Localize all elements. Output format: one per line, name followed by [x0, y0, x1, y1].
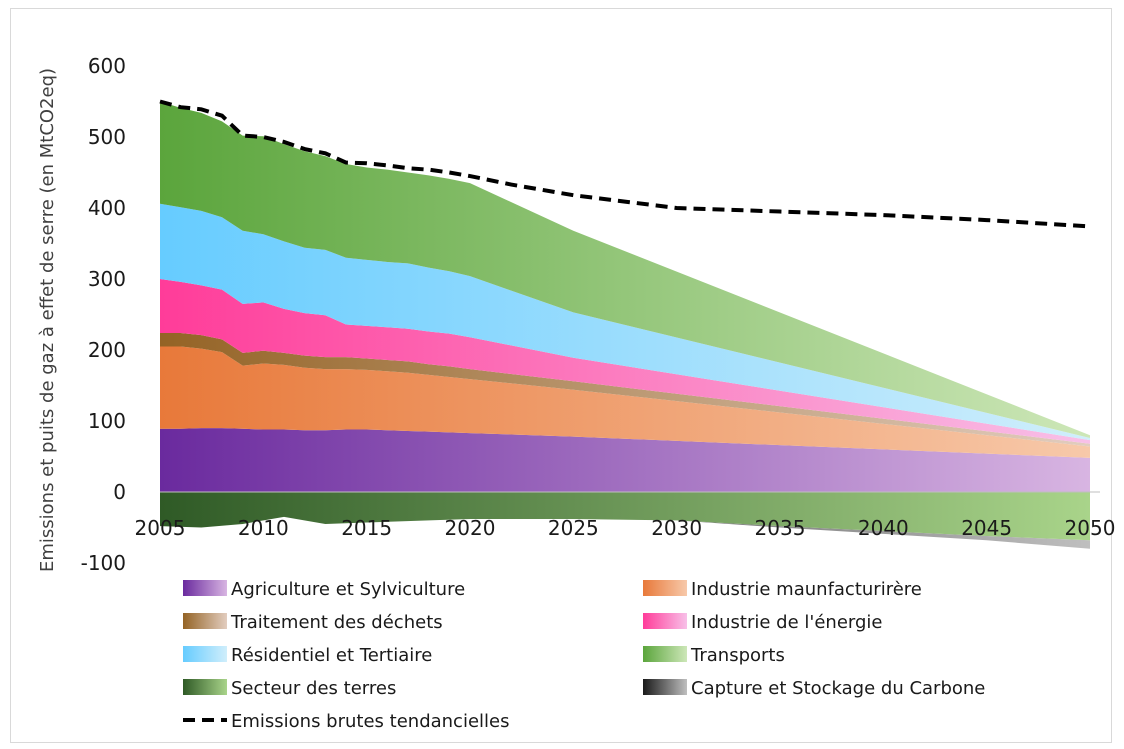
legend-swatch [183, 580, 227, 596]
legend-item-residentiel-et-tertiaire: Résidentiel et Tertiaire [183, 645, 432, 666]
legend-label: Résidentiel et Tertiaire [231, 645, 432, 666]
y-tick-labels: -100 0 100 200 300 400 500 600 [81, 54, 126, 575]
legend-label: Agriculture et Sylviculture [231, 579, 465, 600]
x-tick-label: 2010 [238, 516, 289, 540]
legend-item-secteur-des-terres: Secteur des terres [183, 678, 396, 699]
legend-item-industrie-maunfacturirere: Industrie maunfacturirère [643, 579, 922, 600]
x-tick-label: 2025 [548, 516, 599, 540]
legend-label: Emissions brutes tendancielles [231, 711, 509, 732]
area-secteur-des-terres [160, 492, 1090, 540]
y-tick-label: 200 [88, 338, 126, 362]
legend-swatch [643, 646, 687, 662]
legend-item-emissions-brutes-tendancielles: Emissions brutes tendancielles [183, 711, 509, 732]
legend-swatch [643, 613, 687, 629]
legend-swatch [643, 580, 687, 596]
legend-item-traitement-des-dechets: Traitement des déchets [183, 612, 443, 633]
y-tick-label: 0 [113, 480, 126, 504]
legend: Agriculture et Sylviculture Industrie mau… [183, 579, 985, 732]
x-tick-label: 2030 [651, 516, 702, 540]
negative-areas [160, 492, 1090, 549]
legend-item-capture-et-stockage-du-carbone: Capture et Stockage du Carbone [643, 678, 985, 699]
legend-swatch [183, 679, 227, 695]
x-tick-label: 2035 [755, 516, 806, 540]
x-tick-label: 2040 [858, 516, 909, 540]
y-tick-label: -100 [81, 551, 126, 575]
x-tick-label: 2045 [961, 516, 1012, 540]
legend-label: Industrie de l'énergie [691, 612, 883, 633]
legend-swatch [183, 646, 227, 662]
legend-swatch [643, 679, 687, 695]
legend-label: Transports [690, 645, 785, 666]
legend-item-transports: Transports [643, 645, 785, 666]
legend-item-industrie-de-l-energie: Industrie de l'énergie [643, 612, 883, 633]
x-tick-label: 2015 [341, 516, 392, 540]
x-tick-label: 2005 [135, 516, 186, 540]
stacked-areas [160, 102, 1090, 493]
legend-item-agriculture-et-sylviculture: Agriculture et Sylviculture [183, 579, 465, 600]
y-axis-label: Emissions et puits de gaz à effet de ser… [37, 68, 58, 572]
legend-swatch [183, 613, 227, 629]
y-tick-label: 300 [88, 267, 126, 291]
y-tick-label: 100 [88, 409, 126, 433]
x-tick-label: 2020 [445, 516, 496, 540]
legend-label: Industrie maunfacturirère [691, 579, 922, 600]
legend-label: Capture et Stockage du Carbone [691, 678, 985, 699]
y-tick-label: 500 [88, 125, 126, 149]
y-tick-label: 400 [88, 196, 126, 220]
x-tick-label: 2050 [1065, 516, 1116, 540]
legend-label: Secteur des terres [231, 678, 396, 699]
y-tick-label: 600 [88, 54, 126, 78]
legend-label: Traitement des déchets [230, 612, 443, 633]
